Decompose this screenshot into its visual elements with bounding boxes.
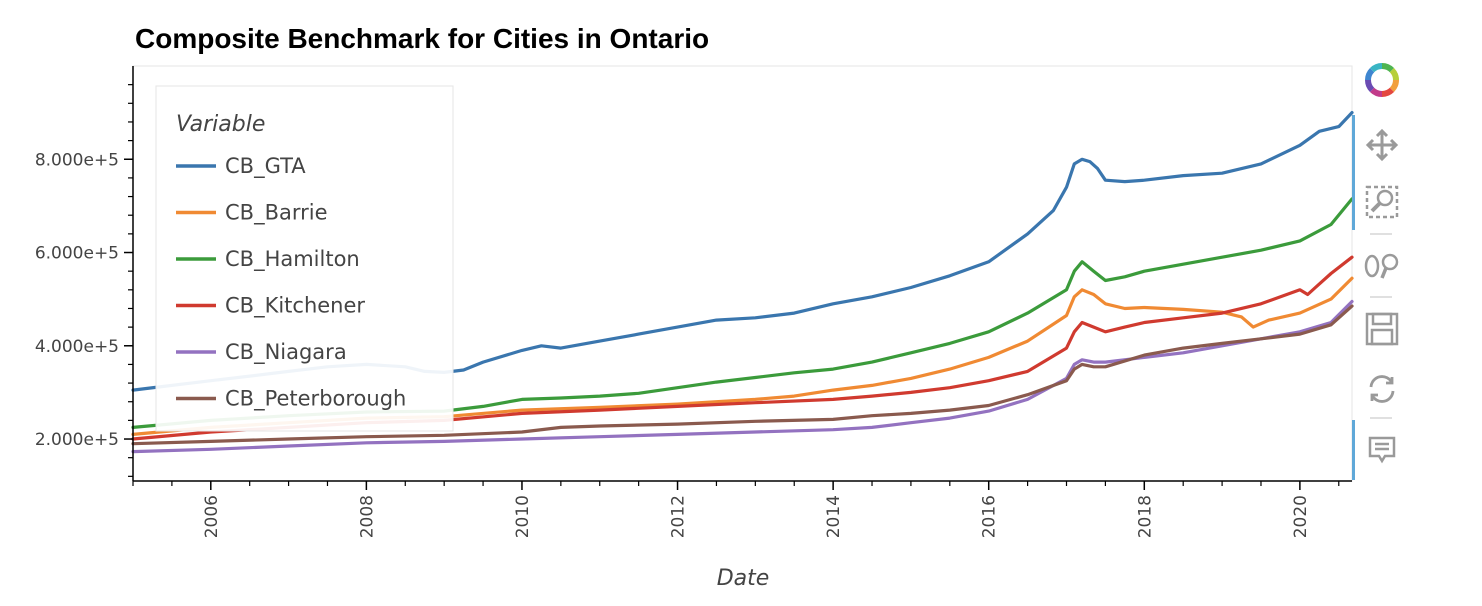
- reset-icon[interactable]: [1352, 369, 1412, 409]
- toolbar: [1352, 60, 1412, 480]
- bokeh-logo-icon[interactable]: [1352, 60, 1412, 100]
- x-tick-label: 2014: [824, 495, 844, 538]
- save-icon[interactable]: [1352, 309, 1412, 349]
- x-tick-label: 2008: [357, 495, 377, 538]
- active-tool-indicator: [1352, 115, 1355, 230]
- y-tick-label: 8.000e+5: [35, 150, 119, 170]
- y-tick-label: 2.000e+5: [35, 430, 119, 450]
- box-zoom-icon[interactable]: [1352, 182, 1412, 222]
- x-tick-label: 2018: [1135, 495, 1155, 538]
- y-tick-label: 4.000e+5: [35, 337, 119, 357]
- legend: Variable CB_GTA CB_Barrie CB_Hamilton CB_Ki…: [155, 85, 454, 432]
- x-axis-label: Date: [717, 566, 770, 591]
- legend-item-cb-peterborough[interactable]: CB_Peterborough: [225, 387, 406, 412]
- pan-icon[interactable]: [1352, 125, 1412, 165]
- legend-items: CB_GTA CB_Barrie CB_Hamilton CB_Kitchener CB…: [176, 154, 406, 412]
- wheel-zoom-icon[interactable]: [1352, 246, 1412, 286]
- x-tick-label: 2010: [513, 495, 533, 538]
- legend-item-cb-kitchener[interactable]: CB_Kitchener: [225, 294, 365, 319]
- chart-title: Composite Benchmark for Cities in Ontari…: [135, 23, 709, 54]
- x-tick-label: 2020: [1291, 495, 1311, 538]
- active-tool-indicator: [1352, 420, 1355, 480]
- y-ticks: 2.000e+5 4.000e+5 6.000e+5 8.000e+5: [35, 84, 133, 477]
- toolbar-separator: [1370, 233, 1392, 235]
- legend-item-cb-barrie[interactable]: CB_Barrie: [225, 201, 328, 226]
- axes: 2.000e+54.000e+56.000e+58.000e+5 2006 200…: [35, 66, 1352, 538]
- series-line-cb-barrie[interactable]: [131, 276, 1354, 436]
- x-tick-label: 2016: [980, 495, 1000, 538]
- series-line-cb-niagara[interactable]: [131, 299, 1354, 454]
- x-tick-label: 2006: [202, 495, 222, 538]
- y-tick-label: 6.000e+5: [35, 244, 119, 264]
- legend-item-cb-gta[interactable]: CB_GTA: [225, 154, 306, 179]
- x-tick-label: 2012: [669, 495, 689, 538]
- series-line-cb-kitchener[interactable]: [131, 255, 1354, 441]
- series-line-cb-peterborough[interactable]: [131, 304, 1354, 446]
- series-line-cb-hamilton[interactable]: [131, 197, 1354, 429]
- hover-icon[interactable]: [1352, 430, 1412, 470]
- toolbar-separator: [1370, 296, 1392, 298]
- toolbar-separator: [1370, 417, 1392, 419]
- x-ticks: 2006 2008 2010 2012 2014 2016 2018 2020: [132, 481, 1340, 538]
- legend-title: Variable: [176, 112, 265, 137]
- legend-item-cb-niagara[interactable]: CB_Niagara: [225, 340, 347, 365]
- legend-item-cb-hamilton[interactable]: CB_Hamilton: [225, 247, 360, 272]
